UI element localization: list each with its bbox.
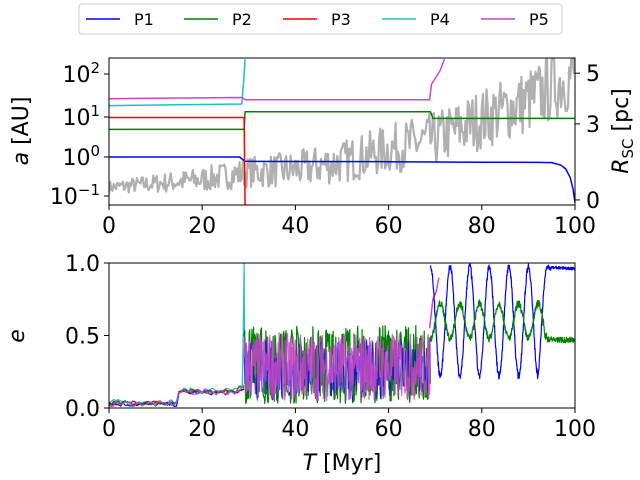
- series-p1-a: [109, 156, 575, 203]
- top-axes-frame: [108, 57, 576, 206]
- x-tick-label: 100: [554, 417, 596, 442]
- legend-label: P3: [331, 10, 351, 29]
- x-tick-label: 40: [281, 214, 309, 239]
- legend-label: P4: [430, 10, 450, 29]
- x-tick-label: 60: [375, 417, 403, 442]
- series-p4-a: [109, 59, 246, 107]
- legend-entry-p5: P5: [481, 10, 549, 29]
- bottom-panel: 0 20 40 60 80 100 0.0 0.5 1.0 e T [Myr]: [5, 252, 596, 476]
- series-p5-a: [109, 58, 446, 101]
- bottom-x-axis-label: T [Myr]: [303, 451, 382, 476]
- top-y-axis-label: a [AU]: [9, 97, 34, 166]
- legend: P1 P2 P3 P4 P5: [78, 3, 563, 35]
- x-tick-label: 100: [554, 214, 596, 239]
- legend-frame: [78, 3, 563, 35]
- x-tick-label: 20: [188, 417, 216, 442]
- legend-label: P5: [529, 10, 549, 29]
- x-tick-label: 40: [281, 417, 309, 442]
- top-x-ticks: 0 20 40 60 80 100: [102, 205, 596, 239]
- top-y-ticks-right: 0 3 5: [575, 62, 600, 214]
- series-r-sc: [109, 58, 575, 194]
- legend-label: P2: [232, 10, 252, 29]
- legend-entry-p1: P1: [86, 10, 154, 29]
- series-p2-a: [109, 110, 575, 131]
- x-tick-label: 20: [188, 214, 216, 239]
- bottom-x-ticks: 0 20 40 60 80 100: [102, 408, 596, 442]
- y-tick-label: 0.5: [65, 325, 100, 350]
- series-p4-e-spike: [241, 263, 246, 387]
- series-p2-e-late: [429, 299, 575, 344]
- series-p5-e-early: [109, 386, 245, 408]
- legend-label: P1: [134, 10, 154, 29]
- x-tick-label: 80: [468, 214, 496, 239]
- x-tick-label: 60: [375, 214, 403, 239]
- y-tick-label: 1.0: [65, 252, 100, 277]
- bottom-y-axis-label: e: [5, 329, 30, 343]
- top-panel: 0 20 40 60 80 100 10−1 100 101 102 0 3 5 a [AU]…: [9, 57, 637, 239]
- top-y2-axis-label: RSC [pc]: [609, 88, 637, 174]
- legend-entry-p3: P3: [283, 10, 351, 29]
- y2-tick-label: 3: [586, 113, 600, 138]
- legend-entry-p2: P2: [184, 10, 252, 29]
- bottom-y-ticks: 0.0 0.5 1.0: [65, 252, 109, 422]
- y2-tick-label: 0: [586, 189, 600, 214]
- y-tick-label: 0.0: [65, 397, 100, 422]
- x-tick-label: 80: [468, 417, 496, 442]
- x-tick-label: 0: [102, 214, 116, 239]
- x-tick-label: 0: [102, 417, 116, 442]
- series-p5-e-mid: [243, 332, 431, 402]
- legend-entry-p4: P4: [382, 10, 450, 29]
- series-p1-e-late: [429, 263, 575, 380]
- series-p3-a: [109, 116, 246, 205]
- top-y-ticks-left: 10−1 100 101 102: [50, 59, 109, 210]
- y2-tick-label: 5: [586, 62, 600, 87]
- top-y-tick-label: 102: [62, 59, 100, 88]
- top-y-tick-label: 10−1: [50, 181, 100, 210]
- top-y-tick-label: 100: [62, 142, 100, 171]
- top-y-tick-label: 101: [62, 102, 100, 131]
